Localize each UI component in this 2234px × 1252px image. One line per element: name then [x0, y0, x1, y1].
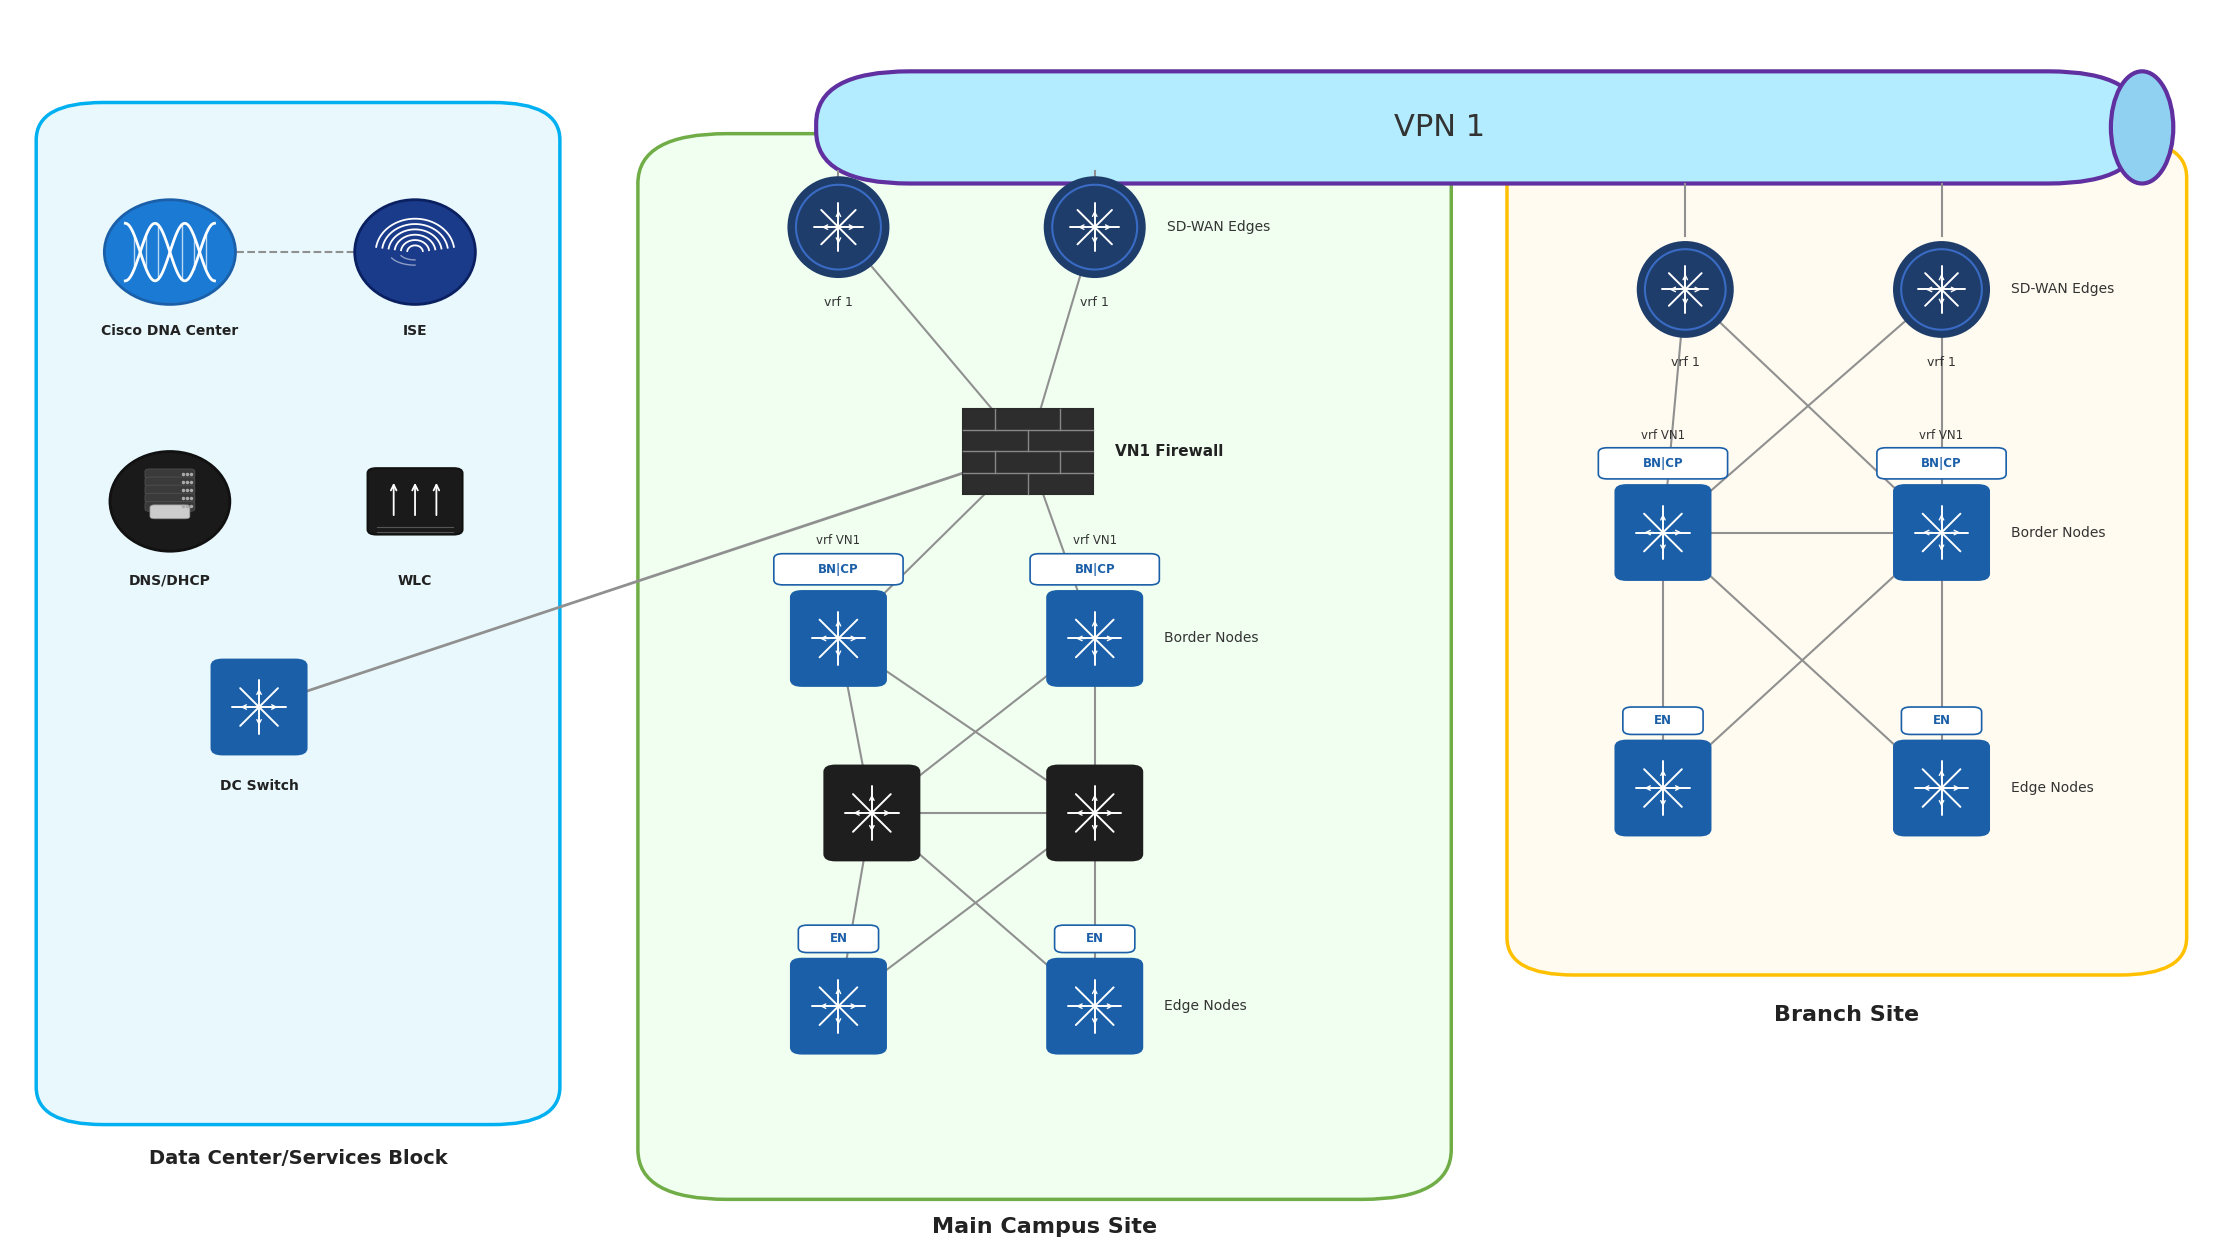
Text: Edge Nodes: Edge Nodes — [1164, 999, 1247, 1013]
FancyBboxPatch shape — [639, 134, 1452, 1199]
FancyBboxPatch shape — [1508, 140, 2187, 975]
Text: vrf VN1: vrf VN1 — [1072, 535, 1117, 547]
Text: vrf 1: vrf 1 — [1671, 356, 1700, 368]
Text: EN: EN — [1086, 933, 1104, 945]
Text: VN1 Firewall: VN1 Firewall — [1115, 444, 1224, 459]
FancyBboxPatch shape — [369, 468, 462, 535]
FancyBboxPatch shape — [1597, 448, 1727, 480]
Text: vrf 1: vrf 1 — [824, 295, 853, 309]
Text: Border Nodes: Border Nodes — [2011, 526, 2107, 540]
FancyBboxPatch shape — [1048, 766, 1142, 860]
FancyBboxPatch shape — [1894, 486, 1988, 580]
Text: vrf VN1: vrf VN1 — [1919, 428, 1964, 442]
Text: DC Switch: DC Switch — [219, 779, 299, 794]
FancyBboxPatch shape — [815, 71, 2142, 184]
Text: Branch Site: Branch Site — [1774, 1005, 1919, 1025]
FancyBboxPatch shape — [791, 959, 887, 1053]
Text: vrf VN1: vrf VN1 — [815, 535, 860, 547]
FancyBboxPatch shape — [145, 493, 194, 503]
FancyBboxPatch shape — [1615, 741, 1711, 835]
FancyBboxPatch shape — [791, 591, 887, 686]
Ellipse shape — [2111, 71, 2174, 184]
Text: BN|CP: BN|CP — [818, 563, 858, 576]
Ellipse shape — [1901, 249, 1982, 329]
Ellipse shape — [355, 200, 476, 304]
FancyBboxPatch shape — [36, 103, 561, 1124]
Text: BN|CP: BN|CP — [1921, 457, 1961, 470]
FancyBboxPatch shape — [150, 505, 190, 518]
FancyBboxPatch shape — [145, 470, 194, 480]
Text: BN|CP: BN|CP — [1642, 457, 1682, 470]
Text: ISE: ISE — [402, 324, 427, 338]
Text: EN: EN — [1653, 714, 1671, 727]
Text: Main Campus Site: Main Campus Site — [932, 1217, 1157, 1237]
FancyBboxPatch shape — [145, 486, 194, 495]
Ellipse shape — [1644, 249, 1725, 329]
Ellipse shape — [105, 200, 235, 304]
FancyBboxPatch shape — [773, 553, 903, 585]
FancyBboxPatch shape — [1054, 925, 1135, 953]
FancyBboxPatch shape — [824, 766, 920, 860]
Bar — [963, 409, 1092, 493]
Text: vrf 1: vrf 1 — [1081, 295, 1108, 309]
Ellipse shape — [789, 178, 889, 277]
Ellipse shape — [1894, 242, 1988, 337]
Text: Cisco DNA Center: Cisco DNA Center — [101, 324, 239, 338]
Text: DNS/DHCP: DNS/DHCP — [130, 573, 210, 587]
FancyBboxPatch shape — [1901, 707, 1982, 735]
FancyBboxPatch shape — [1894, 741, 1988, 835]
FancyBboxPatch shape — [1615, 486, 1711, 580]
Ellipse shape — [1046, 178, 1144, 277]
FancyBboxPatch shape — [1877, 448, 2006, 480]
FancyBboxPatch shape — [798, 925, 878, 953]
Text: vrf 1: vrf 1 — [1928, 356, 1957, 368]
Text: EN: EN — [1932, 714, 1950, 727]
Text: BN|CP: BN|CP — [1075, 563, 1115, 576]
FancyBboxPatch shape — [212, 660, 306, 755]
Text: VPN 1: VPN 1 — [1394, 113, 1486, 141]
FancyBboxPatch shape — [1048, 959, 1142, 1053]
Ellipse shape — [1052, 185, 1137, 269]
Text: vrf VN1: vrf VN1 — [1642, 428, 1684, 442]
Ellipse shape — [109, 452, 230, 551]
FancyBboxPatch shape — [1030, 553, 1159, 585]
Text: EN: EN — [829, 933, 847, 945]
Text: SD-WAN Edges: SD-WAN Edges — [1166, 220, 1271, 234]
Text: Data Center/Services Block: Data Center/Services Block — [150, 1149, 447, 1168]
Text: SD-WAN Edges: SD-WAN Edges — [2011, 283, 2116, 297]
Text: Edge Nodes: Edge Nodes — [2011, 781, 2093, 795]
Ellipse shape — [1638, 242, 1734, 337]
FancyBboxPatch shape — [1048, 591, 1142, 686]
Text: WLC: WLC — [398, 573, 431, 587]
FancyBboxPatch shape — [1622, 707, 1702, 735]
FancyBboxPatch shape — [145, 477, 194, 487]
Ellipse shape — [795, 185, 880, 269]
Text: Border Nodes: Border Nodes — [1164, 631, 1260, 646]
FancyBboxPatch shape — [145, 501, 194, 511]
